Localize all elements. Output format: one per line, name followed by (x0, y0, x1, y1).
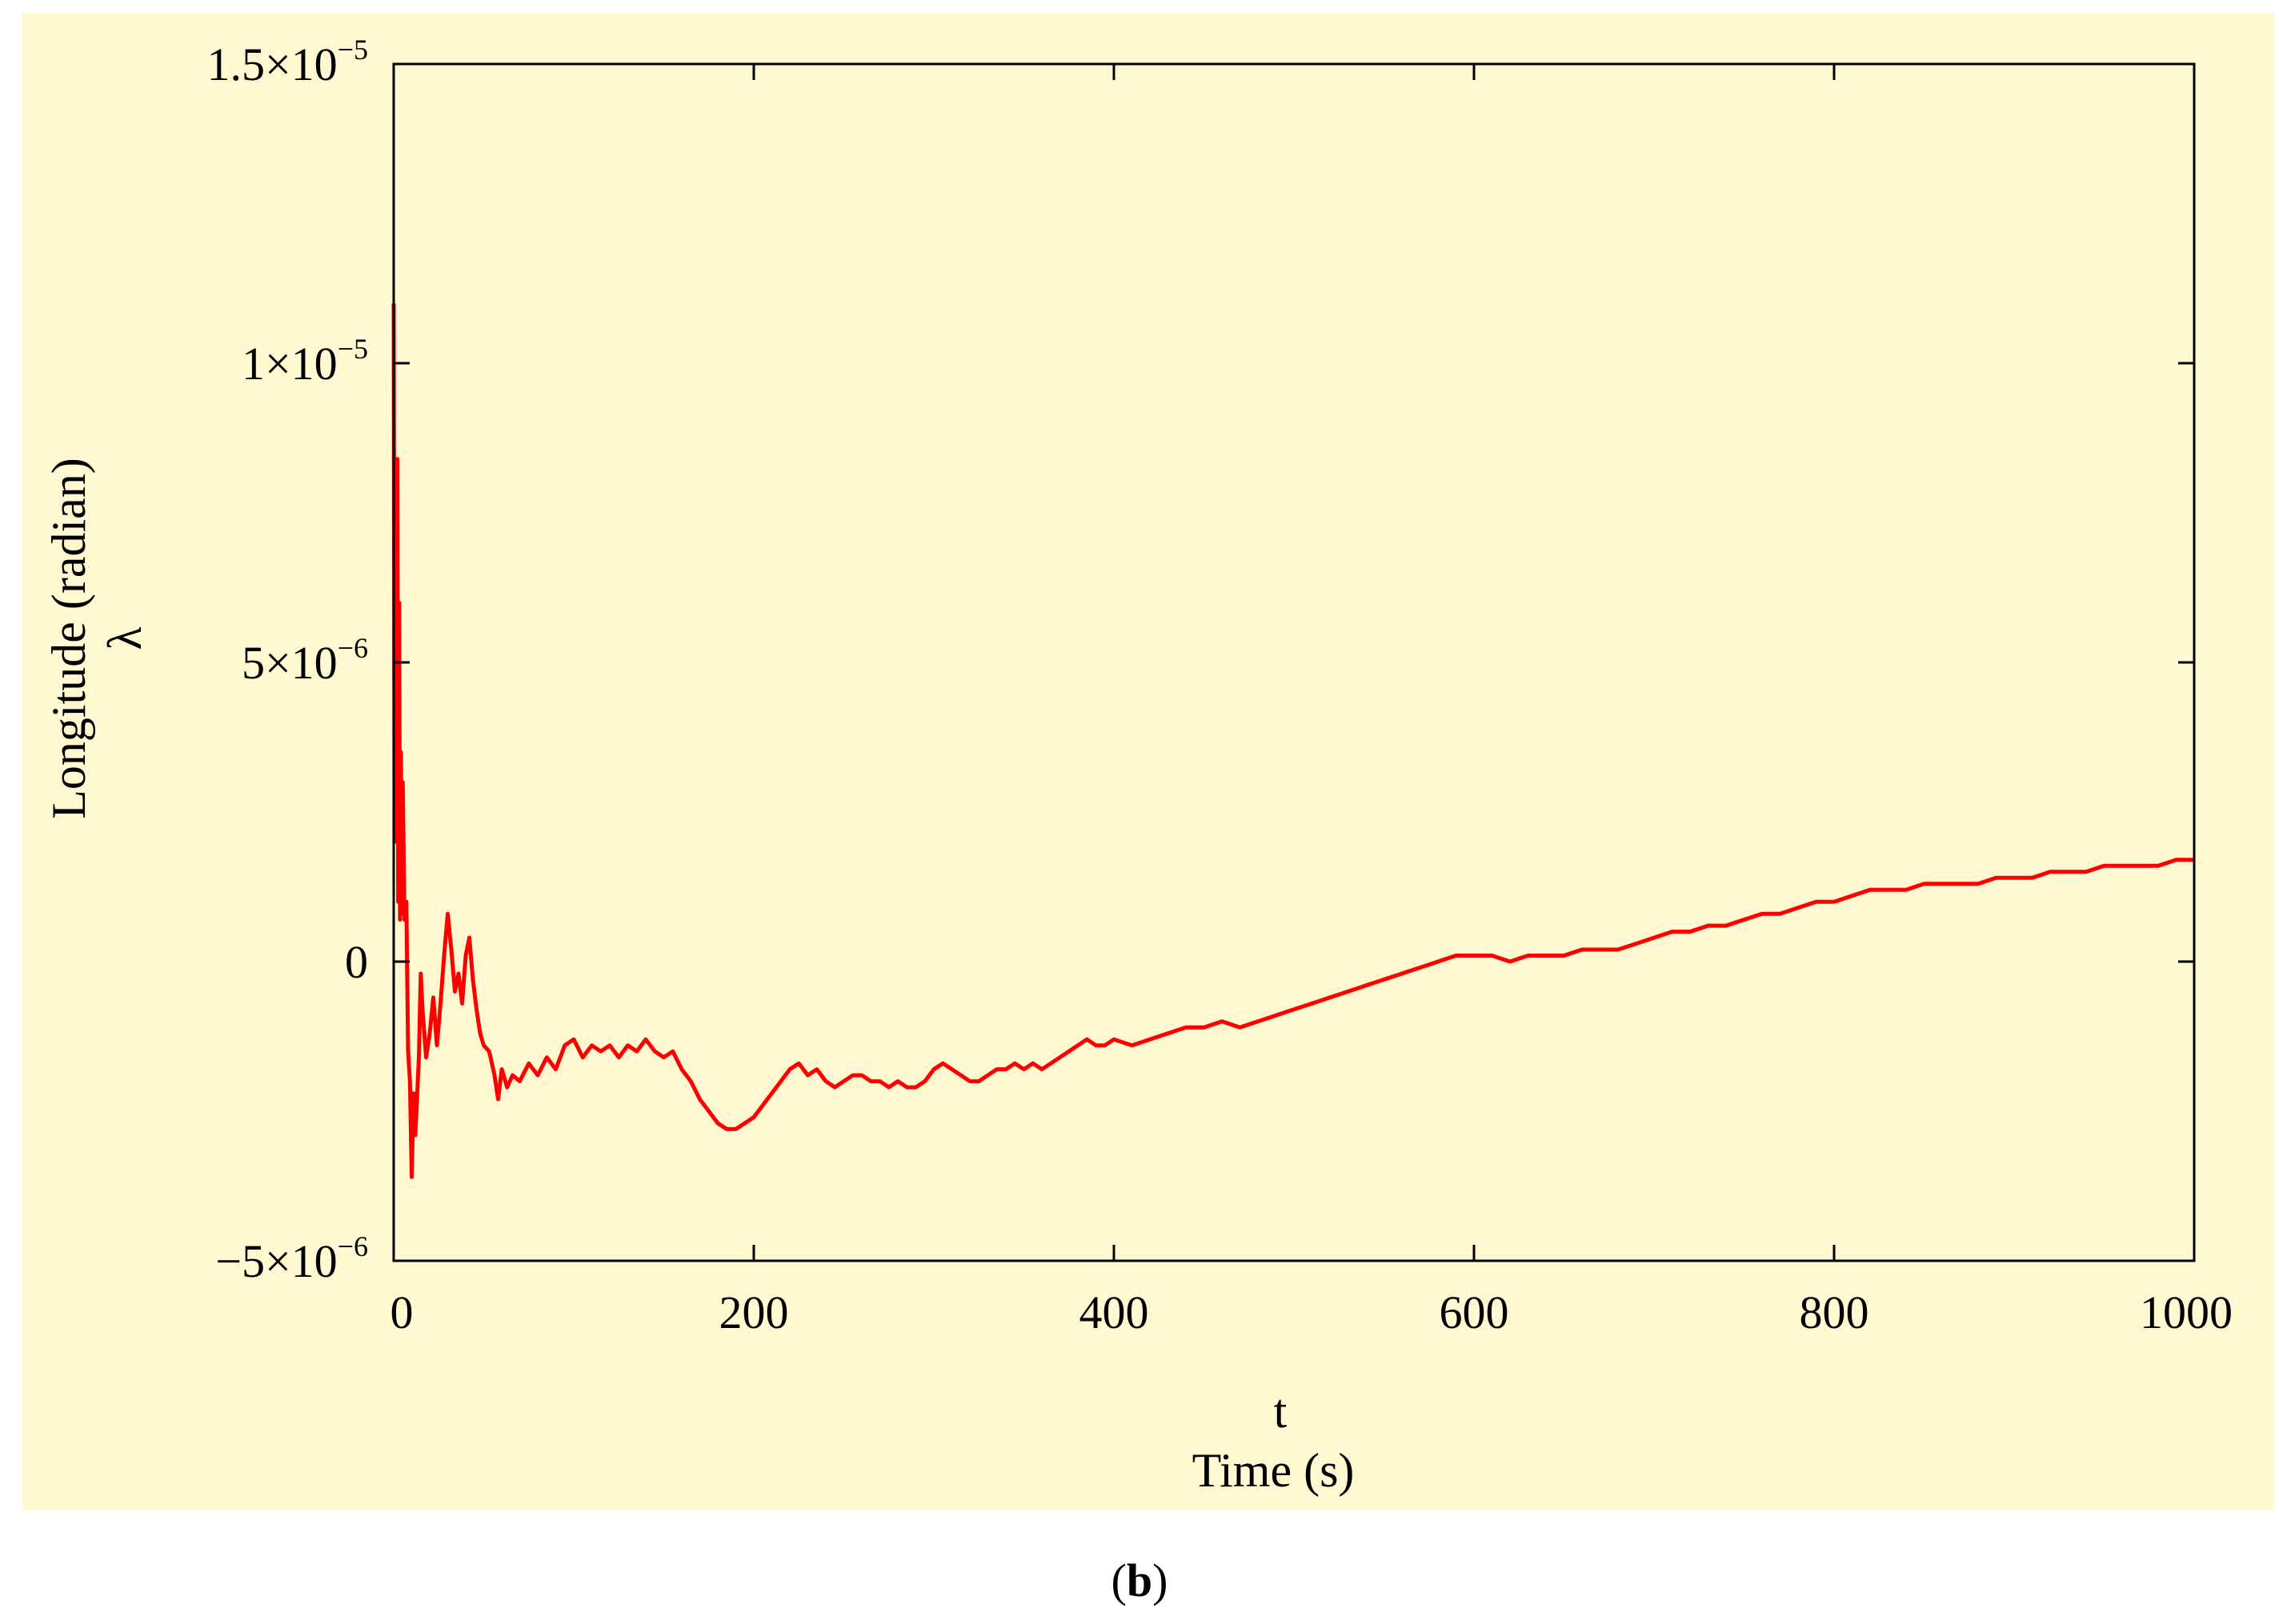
x-axis-symbol: t (1274, 1385, 1288, 1438)
figure-caption: (b) (0, 1554, 2279, 1607)
x-tick-label: 0 (391, 1286, 414, 1338)
x-tick-label: 400 (1079, 1286, 1149, 1338)
y-axis-symbol: λ (98, 626, 151, 650)
x-tick-label: 1000 (2140, 1286, 2233, 1338)
x-axis-label: Time (s) (1192, 1444, 1355, 1497)
x-tick-label: 800 (1800, 1286, 1869, 1338)
x-tick-label: 200 (719, 1286, 789, 1338)
tick-labels: 0 200 400 600 800 1000−5×10−605×10−61×10−51.5… (206, 34, 2233, 1338)
y-axis-label: Longitude (radian) (42, 458, 95, 819)
ticks-layer (392, 62, 2196, 1262)
caption-close: ) (1152, 1554, 1168, 1606)
caption-open: ( (1111, 1554, 1127, 1606)
caption-letter: b (1126, 1554, 1153, 1606)
y-tick-label: 0 (345, 936, 368, 988)
series-layer (391, 303, 2194, 1179)
series-line (391, 303, 2194, 1179)
x-tick-label: 600 (1440, 1286, 1509, 1338)
